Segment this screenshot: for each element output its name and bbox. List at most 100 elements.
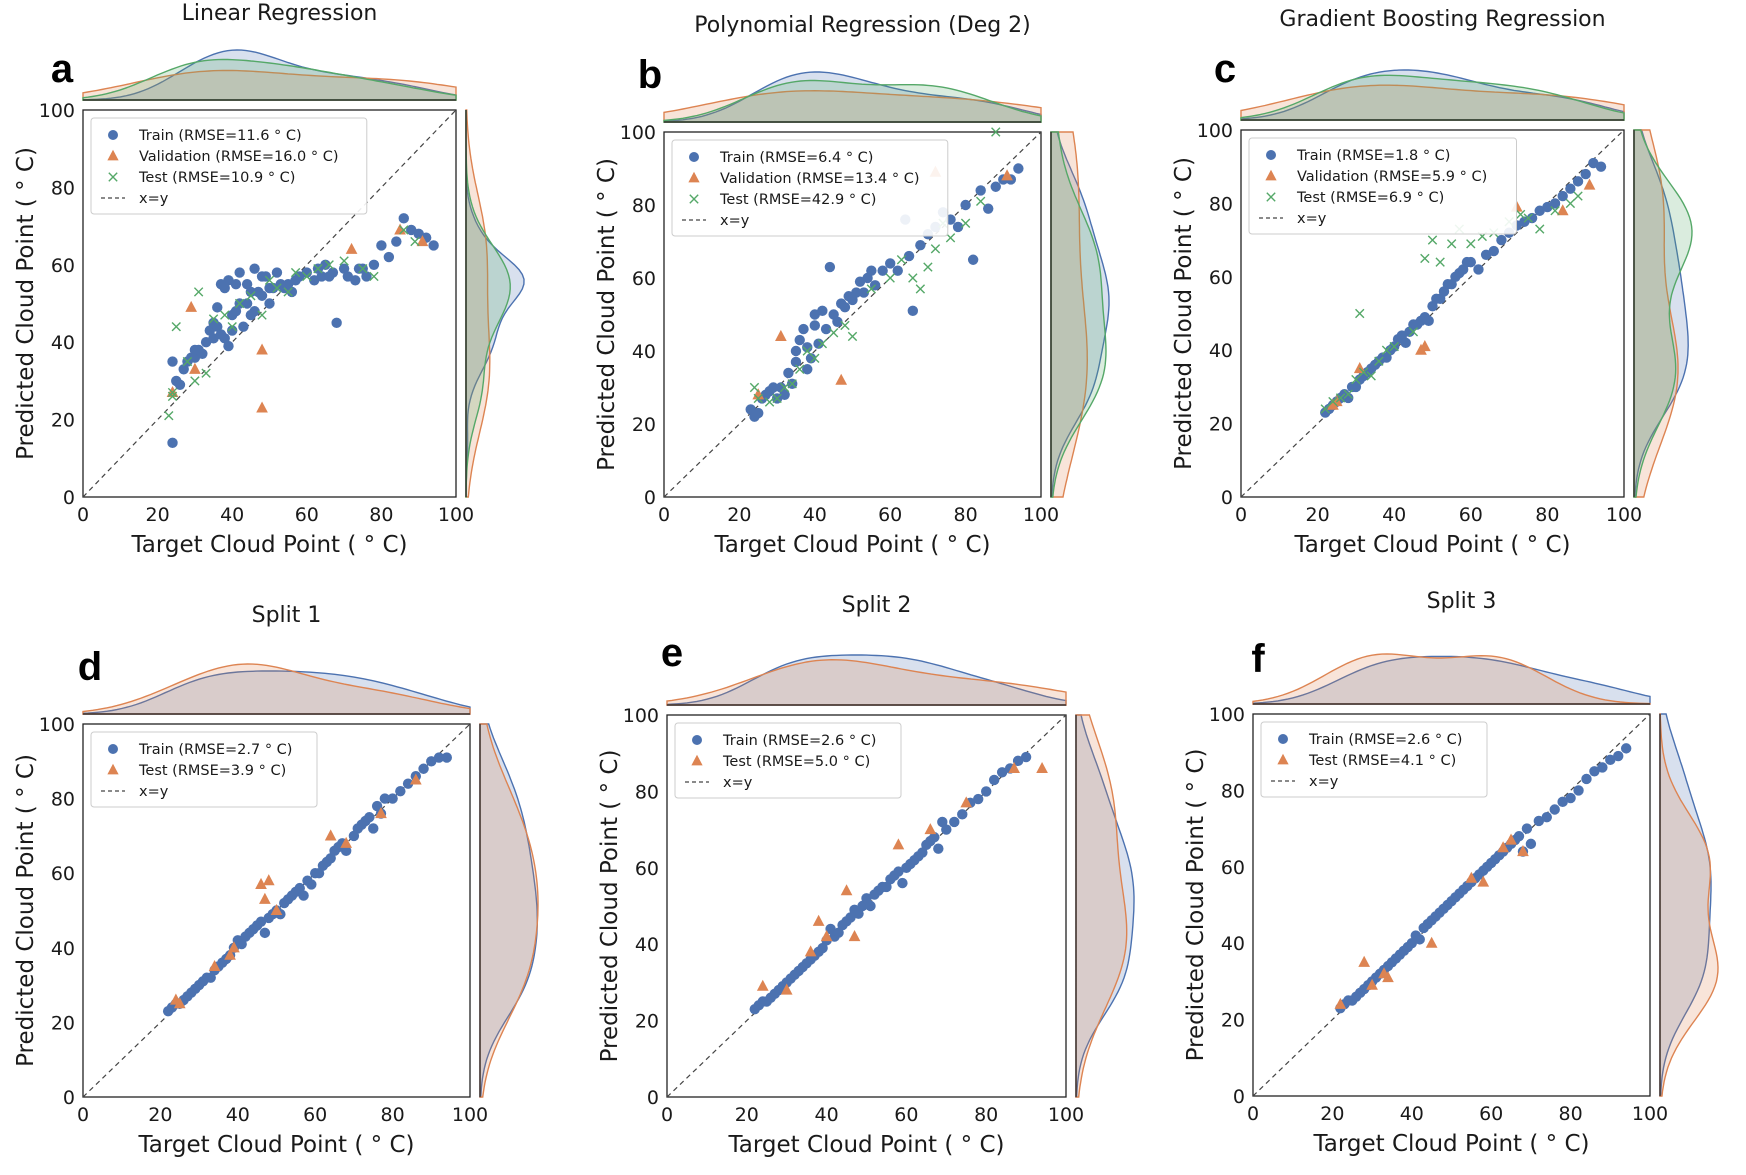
- test-point: [167, 391, 178, 402]
- legend-marker-train: [1278, 734, 1288, 744]
- train-point: [167, 437, 178, 449]
- train-point: [1406, 938, 1418, 949]
- panel-label: c: [1214, 47, 1236, 91]
- train-point: [338, 263, 350, 274]
- y-tick-label: 20: [51, 410, 75, 432]
- train-point: [1613, 750, 1624, 762]
- train-point: [320, 259, 331, 270]
- train-point: [802, 342, 813, 353]
- legend: Train (RMSE=1.8 ° C) Validation (RMSE=5.9…: [1248, 137, 1517, 235]
- legend-marker-test: [1266, 192, 1276, 202]
- y-axis-label: Predicted Cloud Point ( ° C): [13, 147, 39, 460]
- train-point: [219, 333, 230, 344]
- test-point: [409, 773, 422, 785]
- x-tick-label: 100: [1606, 504, 1642, 526]
- test-point: [283, 287, 293, 297]
- x-tick-label: 40: [220, 504, 244, 526]
- x-density-curve: [82, 663, 471, 715]
- test-point: [1374, 356, 1384, 366]
- train-point: [256, 290, 268, 301]
- test-point: [358, 263, 368, 274]
- x-tick-label: 80: [1535, 504, 1559, 526]
- train-point: [794, 334, 805, 346]
- test-point: [1420, 253, 1430, 264]
- test-point: [227, 322, 237, 332]
- y-tick-label: 0: [644, 487, 656, 509]
- x-axis-label: Target Cloud Point ( ° C): [727, 1132, 1004, 1158]
- test-point: [167, 387, 178, 398]
- y-axis-label: Predicted Cloud Point ( ° C): [594, 158, 620, 471]
- test-point: [764, 397, 775, 407]
- y-tick-label: 80: [635, 781, 659, 803]
- train-point: [1565, 183, 1576, 194]
- validation-point: [1583, 178, 1596, 190]
- test-point: [1465, 871, 1478, 883]
- panel-d: Split 1 d 0 20 40 60 80 100 0 20 40 60 80 100 Target C…: [13, 603, 539, 1158]
- x-tick-label: 0: [1247, 1103, 1259, 1125]
- y-density-curve: [1659, 713, 1719, 1097]
- y-density-curve: [1050, 131, 1089, 498]
- y-tick-label: 0: [1221, 487, 1233, 509]
- test-point: [164, 411, 174, 421]
- legend-marker-train: [689, 152, 699, 162]
- test-point: [1535, 224, 1545, 234]
- train-point: [825, 923, 836, 935]
- test-point: [896, 255, 907, 265]
- train-point: [219, 282, 230, 294]
- train-point: [839, 302, 851, 313]
- panel-label: d: [78, 645, 102, 689]
- legend-label: Test (RMSE=10.9 ° C): [138, 170, 295, 186]
- series-test: [164, 225, 420, 421]
- train-point: [881, 881, 892, 893]
- validation-point: [416, 235, 429, 247]
- train-point: [1557, 190, 1568, 202]
- test-point: [960, 218, 971, 228]
- test-point: [339, 256, 349, 266]
- train-point: [340, 845, 352, 857]
- train-point: [973, 793, 984, 805]
- train-point: [858, 287, 870, 298]
- test-point: [264, 275, 275, 285]
- train-point: [988, 774, 1000, 786]
- y-tick-label: 40: [1221, 933, 1245, 955]
- test-point: [1389, 341, 1399, 352]
- y-tick-label: 100: [620, 122, 656, 144]
- panel-title: Linear Regression: [182, 1, 378, 26]
- train-point: [1541, 811, 1552, 823]
- train-point: [865, 900, 876, 912]
- marginal-x-density: [1252, 653, 1651, 705]
- train-point: [975, 185, 986, 196]
- legend-marker-train: [108, 130, 118, 140]
- train-point: [892, 265, 903, 276]
- y-density-curve: [1075, 714, 1128, 1098]
- validation-point: [835, 373, 848, 385]
- train-point: [790, 356, 802, 368]
- panel-title: Polynomial Regression (Deg 2): [694, 13, 1031, 38]
- marginal-y-density: [1659, 713, 1719, 1097]
- train-point: [1573, 785, 1584, 796]
- test-point: [787, 379, 797, 389]
- validation-point: [775, 329, 787, 341]
- test-point: [960, 796, 973, 808]
- legend-label: Test (RMSE=5.0 ° C): [722, 754, 870, 770]
- x-tick-label: 0: [658, 504, 670, 526]
- train-point: [877, 265, 888, 276]
- y-tick-label: 20: [1209, 414, 1233, 436]
- x-density-curve: [663, 89, 1042, 123]
- train-point: [230, 278, 242, 290]
- test-point: [930, 244, 941, 254]
- train-point: [893, 866, 904, 877]
- y-tick-label: 40: [51, 332, 75, 354]
- y-tick-label: 60: [51, 255, 75, 277]
- legend-label: Train (RMSE=2.6 ° C): [722, 733, 876, 749]
- y-tick-label: 40: [635, 934, 659, 956]
- test-point: [847, 331, 858, 342]
- train-point: [1580, 168, 1591, 180]
- test-point: [756, 979, 769, 991]
- test-point: [817, 339, 828, 349]
- x-tick-label: 100: [1632, 1103, 1668, 1125]
- test-point: [1427, 235, 1438, 245]
- train-point: [817, 305, 828, 317]
- y-tick-label: 60: [632, 268, 656, 290]
- train-point: [234, 267, 245, 278]
